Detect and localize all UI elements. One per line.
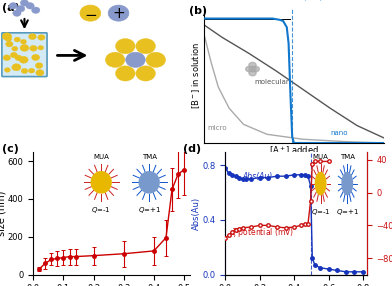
Text: $+$: $+$ xyxy=(112,6,125,21)
Circle shape xyxy=(13,10,21,16)
Circle shape xyxy=(32,54,40,61)
Text: Q$^+$=Q$^-$: Q$^+$=Q$^-$ xyxy=(301,0,328,3)
Circle shape xyxy=(116,39,135,54)
Circle shape xyxy=(116,66,135,81)
Circle shape xyxy=(16,5,25,12)
Circle shape xyxy=(38,45,44,50)
Text: nano: nano xyxy=(330,130,348,136)
Circle shape xyxy=(28,68,35,73)
Circle shape xyxy=(9,3,17,9)
Text: [B$^-$]/[A$^+$]=n: [B$^-$]/[A$^+$]=n xyxy=(206,0,248,3)
Circle shape xyxy=(35,63,43,68)
Y-axis label: [B$^-$] in solution: [B$^-$] in solution xyxy=(191,42,202,110)
Circle shape xyxy=(29,33,36,40)
Ellipse shape xyxy=(252,66,260,72)
Text: (b): (b) xyxy=(189,6,207,16)
Circle shape xyxy=(4,67,11,72)
Circle shape xyxy=(126,52,145,67)
Circle shape xyxy=(32,7,40,13)
Y-axis label: Abs(Au): Abs(Au) xyxy=(192,196,201,230)
Text: $-$: $-$ xyxy=(84,6,97,21)
Circle shape xyxy=(136,66,155,81)
Circle shape xyxy=(36,69,44,76)
Text: (a): (a) xyxy=(2,3,20,13)
Circle shape xyxy=(26,3,34,9)
Text: (c): (c) xyxy=(2,144,19,154)
Circle shape xyxy=(15,55,22,61)
Ellipse shape xyxy=(249,62,256,68)
Circle shape xyxy=(136,39,155,54)
Text: molecular: molecular xyxy=(254,79,289,85)
Circle shape xyxy=(20,39,27,44)
Circle shape xyxy=(12,46,18,51)
Text: micro: micro xyxy=(207,125,227,130)
Circle shape xyxy=(10,52,18,58)
Circle shape xyxy=(2,33,12,40)
Circle shape xyxy=(20,0,29,6)
Circle shape xyxy=(146,52,165,67)
X-axis label: [A$^+$] added: [A$^+$] added xyxy=(269,144,319,157)
Ellipse shape xyxy=(246,66,253,72)
Circle shape xyxy=(5,36,12,41)
Text: Abs(Au): Abs(Au) xyxy=(242,172,272,181)
Y-axis label: size (nm): size (nm) xyxy=(0,190,6,236)
Ellipse shape xyxy=(249,66,256,72)
Ellipse shape xyxy=(249,70,256,76)
Circle shape xyxy=(19,56,28,63)
FancyBboxPatch shape xyxy=(2,33,47,77)
Circle shape xyxy=(108,5,129,21)
Circle shape xyxy=(20,44,29,51)
Circle shape xyxy=(105,52,125,67)
Circle shape xyxy=(3,55,11,61)
Circle shape xyxy=(14,37,20,42)
Text: (d): (d) xyxy=(183,144,201,154)
Circle shape xyxy=(5,41,13,47)
Circle shape xyxy=(30,45,37,51)
Circle shape xyxy=(21,68,28,74)
Circle shape xyxy=(80,5,101,21)
Circle shape xyxy=(38,35,45,40)
Circle shape xyxy=(12,64,21,71)
Text: $\zeta$-potential (mV): $\zeta$-potential (mV) xyxy=(231,226,294,239)
